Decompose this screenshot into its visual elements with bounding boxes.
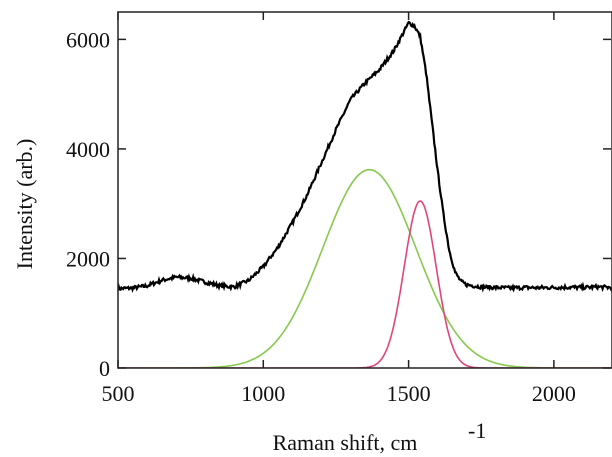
x-axis-label: Raman shift, cm (273, 430, 418, 455)
axis-ticks (117, 12, 611, 369)
x-tick-label: 1500 (387, 381, 431, 406)
y-tick-label: 4000 (66, 137, 110, 162)
y-tick-label: 0 (99, 356, 110, 381)
x-tick-label: 2000 (532, 381, 576, 406)
gaussian-fit-line-1 (118, 168, 612, 368)
plot-area (118, 20, 612, 368)
spectrum-line (118, 20, 612, 294)
gaussian-fit-line-2 (118, 200, 612, 368)
y-tick-label: 2000 (66, 246, 110, 271)
x-tick-label: 1000 (241, 381, 285, 406)
tick-labels: 500 1000 1500 2000 0 2000 4000 6000 (66, 27, 576, 406)
y-tick-label: 6000 (66, 27, 110, 52)
y-axis-label: Intensity (arb.) (12, 139, 37, 270)
x-axis-label-superscript: -1 (468, 418, 486, 443)
plot-frame (117, 11, 612, 369)
x-tick-label: 500 (102, 381, 135, 406)
